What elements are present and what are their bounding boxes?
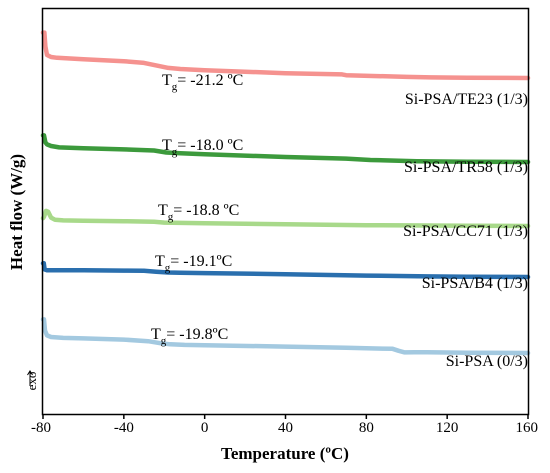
labels-layer: Tg= -21.2 ºC Si-PSA/TE23 (1/3) Tg= -18.0 º… [151, 72, 528, 370]
exo-arrow-icon [27, 370, 33, 386]
x-axis-label: Temperature (ºC) [221, 444, 349, 463]
x-tick-label: 120 [436, 420, 459, 436]
x-tick-label: -40 [114, 420, 134, 436]
series-line-5 [40, 317, 531, 356]
exo-label: exo [24, 372, 39, 391]
tg-annotation-2: Tg= -18.0 ºC [162, 137, 243, 158]
x-tick-label: -80 [31, 420, 51, 436]
series-line-1 [40, 30, 531, 81]
series-line-2 [40, 133, 531, 165]
x-tick-label: 40 [278, 420, 293, 436]
y-axis-label: Heat flow (W/g) [7, 154, 26, 270]
tg-annotation-1: Tg= -21.2 ºC [162, 72, 243, 93]
x-tick-label: 80 [359, 420, 374, 436]
tg-annotation-5: Tg= -19.8ºC [151, 326, 228, 347]
series-layer [40, 30, 531, 356]
x-tick-label: 0 [201, 420, 209, 436]
x-ticks: -80 -40 0 40 80 120 160 [31, 414, 538, 436]
series-line-3 [40, 208, 531, 229]
series-name-label-2: Si-PSA/TR58 (1/3) [404, 159, 528, 176]
series-name-label-4: Si-PSA/B4 (1/3) [422, 275, 528, 292]
series-name-label-3: Si-PSA/CC71 (1/3) [403, 223, 528, 240]
series-name-label-1: Si-PSA/TE23 (1/3) [405, 91, 528, 108]
tg-annotation-3: Tg= -18.8 ºC [158, 202, 239, 223]
tg-annotation-4: Tg= -19.1ºC [155, 253, 232, 274]
exo-indicator: exo [24, 370, 39, 391]
x-tick-label: 160 [516, 420, 539, 436]
series-name-label-5: Si-PSA (0/3) [446, 353, 528, 370]
series-line-4 [40, 261, 531, 280]
